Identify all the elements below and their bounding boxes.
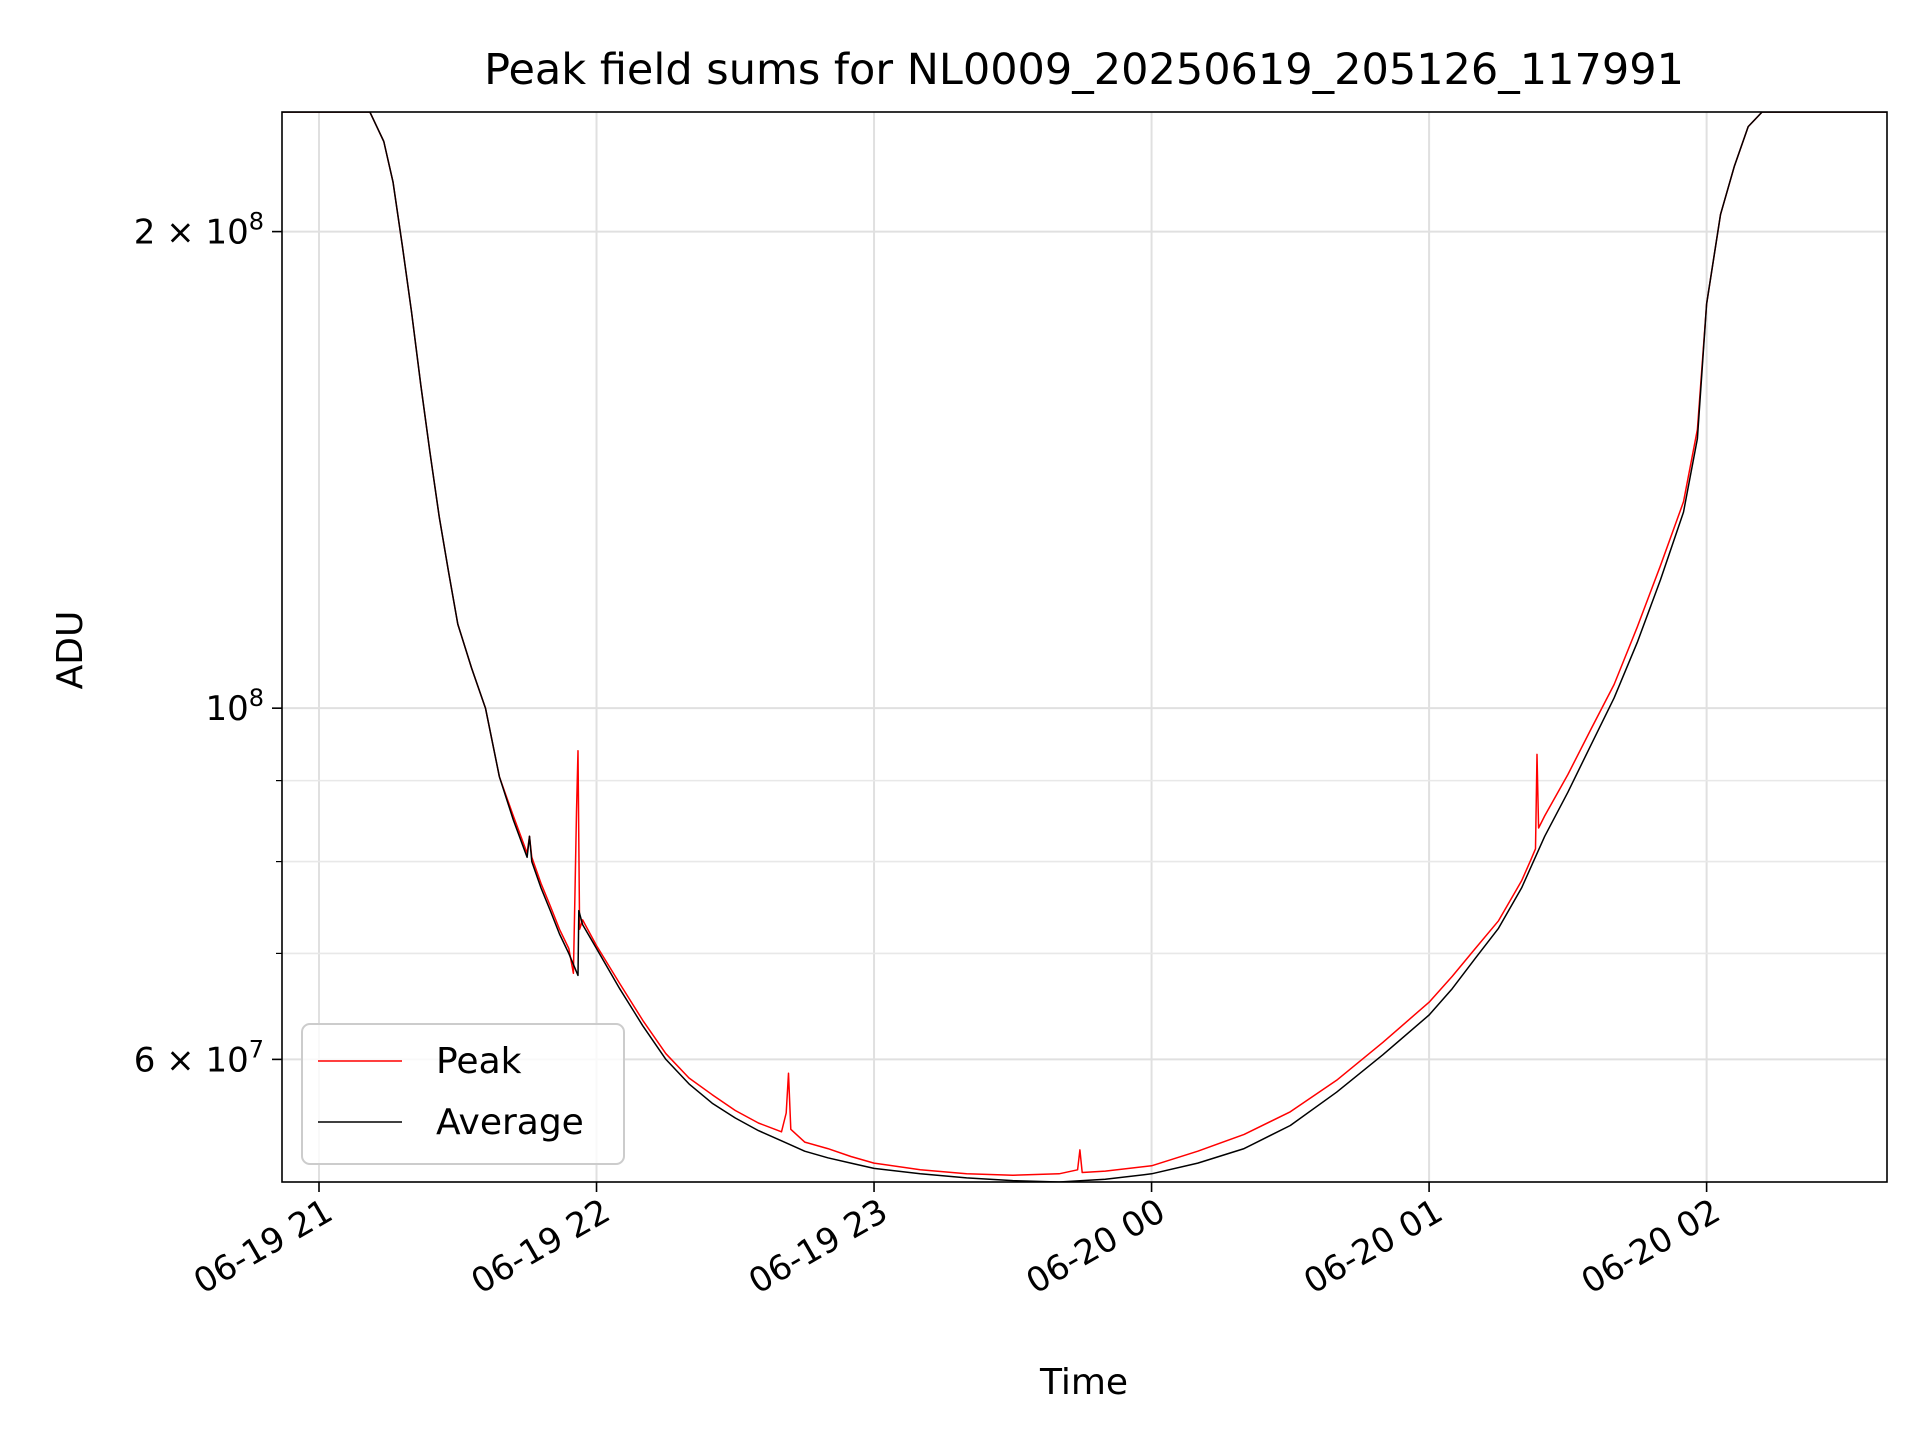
legend-label-peak: Peak — [436, 1041, 522, 1082]
y-axis-label: ADU — [50, 611, 91, 690]
y-axis-ticks: 108 2 × 108 6 × 107 — [134, 208, 282, 1080]
legend-box — [301, 1023, 625, 1165]
series-line-average — [282, 112, 1887, 1182]
series-layer — [282, 112, 1887, 1182]
y-tick-label: 2 × 108 — [134, 208, 264, 253]
legend: Peak Average — [301, 1023, 625, 1165]
chart-title: Peak field sums for NL0009_20250619_2051… — [484, 45, 1684, 95]
plot-frame — [281, 111, 1888, 1183]
legend-label-average: Average — [436, 1102, 584, 1143]
x-axis-label: Time — [1039, 1362, 1128, 1403]
y-tick-label: 6 × 107 — [134, 1035, 264, 1080]
y-tick-label: 108 — [205, 684, 264, 729]
